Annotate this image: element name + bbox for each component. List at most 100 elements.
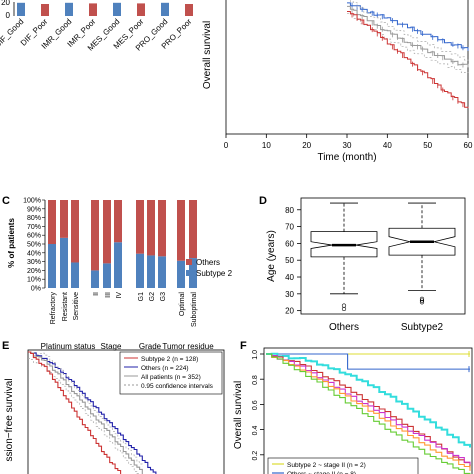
- panel-c-y-tick-label: 10%: [27, 277, 41, 284]
- legend-label-others: Others: [196, 258, 220, 267]
- panel-d-y-ticks: 20 30 40 50 60 70 80: [285, 206, 301, 316]
- panel-b-series-blue: [347, 2, 469, 51]
- panel-c-y-tick-label: 30%: [27, 259, 41, 266]
- panel-a-ytick-0: 0: [6, 11, 11, 20]
- panel-e-legend-label: Subtype 2 (n = 128): [141, 356, 198, 363]
- legend-swatch-others: [186, 259, 192, 265]
- panel-c-y-tick-label: 50%: [27, 242, 41, 249]
- panel-f-y-tick-label: 0.4: [252, 425, 259, 435]
- panel-a-bar-chart: 0 20 DIF_GoodDIF_PoorIMR_GoodIMR_PoorMES…: [0, 0, 194, 53]
- panel-a-bar-imr-good: [65, 2, 73, 16]
- panel-f-series-blue: [266, 353, 470, 370]
- panel-f-series-orange: [266, 353, 471, 471]
- panel-c-category-label: Optimal: [179, 292, 186, 317]
- panel-c-group-label: Stage: [101, 342, 122, 351]
- panel-c-category-label: G2: [149, 292, 156, 301]
- panel-d-y-tick-label: 70: [285, 223, 294, 232]
- panel-b-series-red: [347, 11, 469, 109]
- panel-e-label: E: [2, 340, 9, 352]
- panel-c-bar-others: [91, 200, 99, 271]
- panel-c-bar-others: [177, 200, 185, 261]
- panel-d-y-tick-label: 80: [285, 206, 294, 215]
- panel-b-plot-frame: [225, 0, 469, 135]
- panel-f-legend-box: [267, 457, 419, 474]
- panel-a-bar-mes-poor: [137, 3, 145, 17]
- panel-c-bar-subtype2: [177, 260, 185, 288]
- panel-a-bar-dif-good: [17, 2, 25, 16]
- panel-b-ci-upper: [350, 0, 469, 61]
- panel-a-bar-pro-good: [161, 2, 169, 16]
- panel-c-y-tick-label: 70%: [27, 224, 41, 231]
- legend-label-subtype2: Subtype 2: [196, 269, 233, 278]
- panel-c-category-label: Sensitive: [73, 292, 80, 321]
- panel-d-y-tick-label: 50: [285, 256, 294, 265]
- legend-swatch-subtype2: [186, 270, 192, 276]
- panel-c-bar-others: [189, 200, 197, 259]
- panel-c-y-tick-label: 60%: [27, 233, 41, 240]
- panel-c-bar-subtype2: [147, 255, 155, 288]
- panel-c-category-label: Suboptimal: [191, 292, 198, 327]
- panel-c-bar-subtype2: [189, 258, 197, 288]
- panel-e-ci-lower: [28, 358, 140, 474]
- panel-c-category-label: III: [105, 292, 112, 298]
- panel-c-label: C: [2, 195, 10, 207]
- panel-e-series-red: [28, 351, 122, 474]
- panel-d-outlier: [341, 303, 347, 308]
- panel-a-bar-pro-poor: [185, 4, 193, 16]
- panel-d-y-tick-label: 40: [285, 273, 294, 282]
- panel-c-bar-others: [147, 200, 155, 256]
- panel-c-bar-subtype2: [48, 244, 56, 288]
- panel-c-bar-subtype2: [60, 237, 68, 288]
- panel-d-category-labels: Others Subtype2: [329, 322, 444, 333]
- panel-f-ylabel: Overall survival: [233, 381, 244, 449]
- panel-a-ytick-20: 20: [1, 0, 10, 7]
- panel-c-bar-subtype2: [158, 256, 166, 288]
- panel-b-series: [347, 0, 469, 109]
- panel-e-plot-frame: [27, 349, 225, 474]
- panel-f-plot-frame: [263, 347, 473, 474]
- panel-c-y-tick-label: 100%: [23, 198, 41, 205]
- panel-a-bars: [17, 2, 193, 17]
- panel-b-ylabel: Overall survival: [202, 21, 213, 89]
- panel-c-bar-others: [136, 200, 144, 254]
- panel-e-legend-label: 0.95 confidence intervals: [141, 383, 214, 390]
- panel-e-legend-label: Others (n = 224): [141, 365, 189, 372]
- panel-c-bar-subtype2: [91, 270, 99, 288]
- panel-a-bar-dif-poor: [41, 4, 49, 16]
- panel-e-survival-chart: E ssion−free survival Subtype 2 (n = 128…: [2, 340, 225, 474]
- panel-d-plot-frame: [300, 197, 466, 315]
- panel-e-series-navy: [28, 351, 157, 474]
- panel-f-y-tick-label: 0.8: [252, 375, 259, 385]
- panel-d-outlier: [419, 298, 425, 303]
- panel-c-category-label: Resistant: [62, 292, 69, 321]
- panel-c-y-tick-label: 80%: [27, 215, 41, 222]
- panel-d-y-tick-label: 60: [285, 239, 294, 248]
- panel-c-bar-subtype2: [103, 263, 111, 288]
- panel-c-bars: [48, 200, 197, 288]
- panel-c-category-label: G1: [138, 292, 145, 301]
- panel-c-bar-others: [60, 200, 68, 238]
- panel-f-legend-label: Subtype 2 ~ stage II (n = 2): [287, 462, 366, 469]
- panel-e-legend: Subtype 2 (n = 128) Others (n = 224) All p…: [119, 351, 223, 395]
- panel-f-series-cyan: [266, 352, 471, 448]
- panel-c-y-ticks: 0% 10% 20% 30% 40%50% 60% 70% 80% 90%100%: [23, 198, 45, 293]
- panel-c-bar-others: [48, 200, 56, 244]
- panel-c-ylabel: % of patients: [7, 218, 16, 268]
- panel-b-x-tick-label: 10: [262, 141, 271, 150]
- panel-c-y-tick-label: 20%: [27, 268, 41, 275]
- panel-c-stacked-bar-chart: C % of patients 0% 10% 20% 30% 40%50% 60% 70% 8…: [2, 195, 233, 361]
- panel-f-y-tick-label: 0.6: [252, 400, 259, 410]
- panel-c-bar-others: [158, 200, 166, 257]
- panel-f-series: [266, 351, 471, 474]
- panel-f-y-tick-label: 0.2: [252, 451, 259, 461]
- panel-a-category-labels: DIF_GoodDIF_PoorIMR_GoodIMR_PoorMES_Good…: [0, 17, 194, 53]
- panel-e-series: [28, 351, 157, 474]
- panel-d-y-tick-label: 20: [285, 307, 294, 316]
- panel-d-box: [310, 231, 378, 258]
- panel-e-ylabel: ssion−free survival: [4, 378, 15, 461]
- panel-b-x-tick-label: 20: [302, 141, 311, 150]
- panel-b-x-tick-label: 50: [423, 141, 432, 150]
- panel-a-bar-imr-poor: [89, 3, 97, 17]
- panel-f-label: F: [240, 340, 247, 352]
- panel-f-legend: Subtype 2 ~ stage II (n = 2) Others ~ sta…: [267, 457, 419, 474]
